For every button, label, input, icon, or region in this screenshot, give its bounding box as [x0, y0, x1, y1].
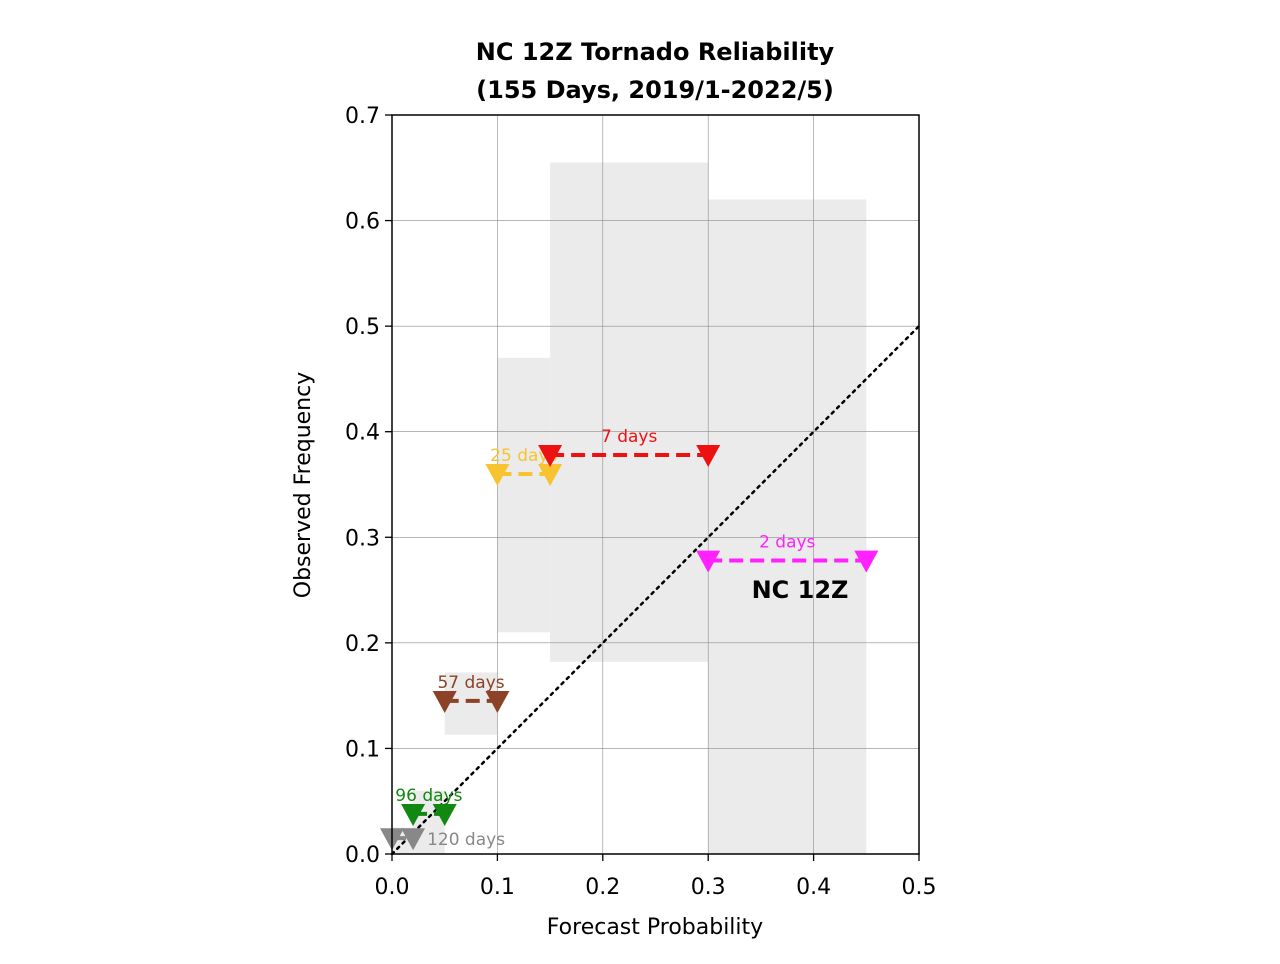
- perfect-reliability-line: [390, 324, 921, 856]
- bin-marker-end-1: [432, 803, 457, 826]
- uncertainty-band-4: [550, 162, 709, 662]
- uncertainty-band-5: [708, 199, 867, 854]
- bin-marker-end-3: [538, 464, 563, 487]
- bin-series-1: 96 days: [395, 786, 463, 826]
- y-axis-label: Observed Frequency: [291, 372, 316, 599]
- bin-series-3: 25 days: [485, 446, 563, 487]
- diagonal-reference-line: [390, 324, 921, 856]
- y-tick-label-1: 0.1: [345, 737, 380, 762]
- bin-series-4: 7 days: [538, 427, 721, 468]
- x-tick-label-1: 0.1: [480, 875, 515, 900]
- uncertainty-band-3: [497, 357, 551, 633]
- bin-marker-start-2: [432, 691, 457, 714]
- bin-count-label-2: 57 days: [437, 673, 504, 693]
- bin-marker-start-3: [485, 464, 510, 487]
- x-tick-label-4: 0.4: [796, 875, 831, 900]
- bin-count-label-5: 2 days: [759, 533, 815, 553]
- uncertainty-band-2: [444, 672, 498, 735]
- bin-marker-end-4: [696, 445, 721, 468]
- bin-series-5: 2 days: [696, 533, 879, 573]
- plot-frame: [391, 114, 920, 855]
- bin-marker-start-1: [401, 803, 426, 826]
- x-axis-label: Forecast Probability: [547, 915, 763, 940]
- x-tick-label-2: 0.2: [585, 875, 620, 900]
- y-tick-label-7: 0.7: [345, 104, 380, 129]
- bin-count-label-3: 25 days: [490, 446, 557, 466]
- y-tick-label-5: 0.5: [345, 315, 380, 340]
- x-tick-label-3: 0.3: [691, 875, 726, 900]
- bin-marker-end-2: [485, 691, 510, 714]
- chart-title-line-2: (155 Days, 2019/1-2022/5): [476, 76, 834, 104]
- bin-marker-end-0: [401, 828, 426, 851]
- reliability-bins: 120 days 96 days 57 days 25 days 7 days 2 day…: [380, 427, 879, 851]
- x-tick-label-0: 0.0: [375, 875, 410, 900]
- y-tick-label-2: 0.2: [345, 632, 380, 657]
- bin-series-2: 57 days: [432, 673, 510, 714]
- chart-title-line-1: NC 12Z Tornado Reliability: [476, 38, 835, 66]
- axis-ticks: 0.0 0.1 0.2 0.3 0.4 0.5 0.0 0.1 0.2 0.3 0.4 0.5 0.6 0…: [345, 104, 937, 900]
- y-tick-label-4: 0.4: [345, 421, 380, 446]
- region-annotation: NC 12Z: [752, 576, 849, 604]
- bin-marker-end-5: [854, 550, 879, 573]
- y-tick-label-6: 0.6: [345, 210, 380, 235]
- bin-count-label-1: 96 days: [395, 786, 462, 806]
- bin-marker-start-5: [696, 550, 721, 573]
- uncertainty-bands: [392, 162, 867, 854]
- bin-count-label-0: 120 days: [427, 830, 505, 850]
- x-tick-label-5: 0.5: [902, 875, 937, 900]
- uncertainty-band-1: [413, 790, 445, 854]
- bin-marker-start-4: [538, 445, 563, 468]
- bin-count-label-4: 7 days: [601, 427, 657, 447]
- y-tick-label-3: 0.3: [345, 526, 380, 551]
- y-tick-label-0: 0.0: [345, 843, 380, 868]
